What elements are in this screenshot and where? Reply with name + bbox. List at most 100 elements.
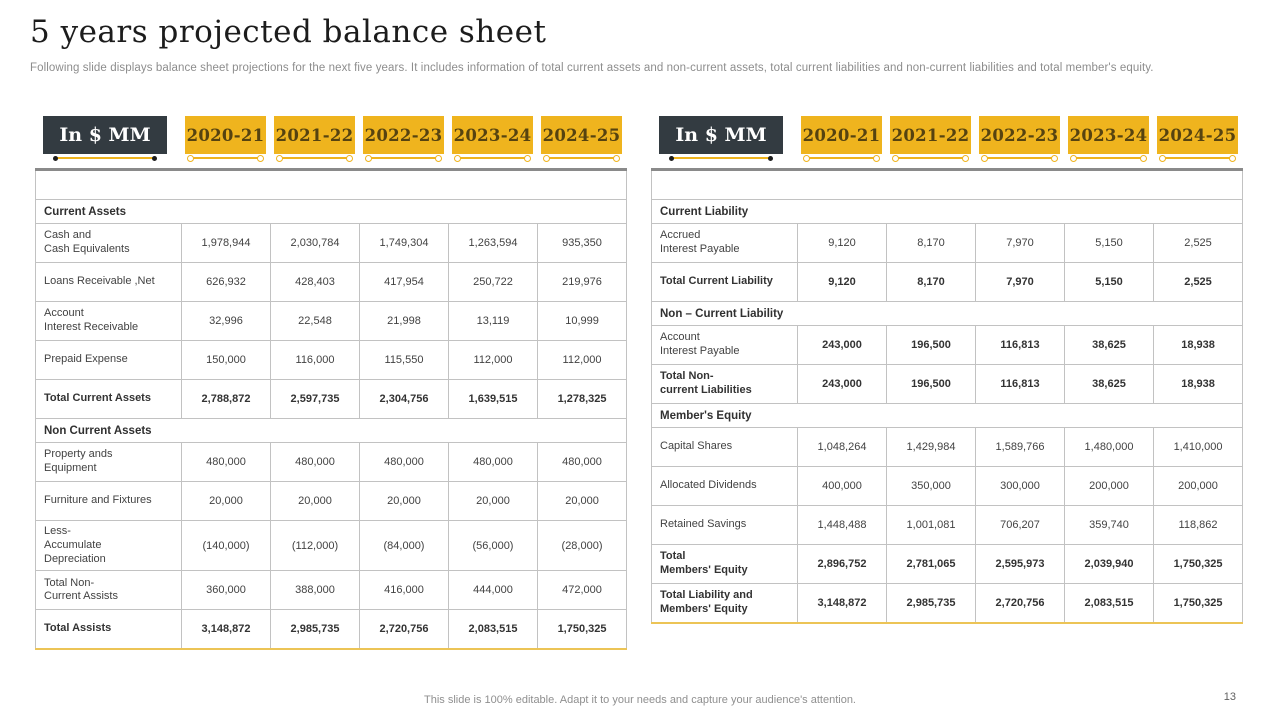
row-label: Total Non- Current Assists	[35, 570, 182, 611]
table-row: Account Interest Receivable 32,996 22,548 2…	[35, 301, 628, 341]
row-label: Prepaid Expense	[35, 340, 182, 380]
cell-value: (28,000)	[536, 519, 628, 572]
cell-value: 7,970	[975, 223, 1065, 263]
year-label-box: 2020-21	[185, 116, 266, 154]
cell-value: 200,000	[1152, 466, 1244, 506]
underline-decoration	[541, 154, 622, 164]
liabilities-panel: In $ MM 2020-21 2021-22 2022-23 2023-24	[650, 116, 1244, 624]
page-number: 13	[1223, 691, 1236, 703]
cell-value: 1,750,325	[1152, 583, 1244, 623]
cell-value: 2,720,756	[359, 609, 449, 650]
year-header-cell: 2022-23	[975, 116, 1064, 164]
year-header-cell: 2020-21	[797, 116, 886, 164]
cell-value: 20,000	[536, 481, 628, 521]
cell-value: 1,448,488	[797, 505, 887, 545]
year-header-cell: 2021-22	[270, 116, 359, 164]
cell-value: 388,000	[270, 570, 360, 611]
cell-value: 359,740	[1064, 505, 1154, 545]
page-title: 5 years projected balance sheet	[30, 14, 547, 50]
cell-value: 360,000	[181, 570, 271, 611]
year-label-box: 2022-23	[363, 116, 444, 154]
year-header-cell: 2024-25	[537, 116, 626, 164]
unit-label: In $ MM	[675, 124, 767, 146]
cell-value: (84,000)	[359, 519, 449, 572]
cell-value: 2,781,065	[886, 544, 976, 584]
table-section-row: Current Liability	[650, 199, 1244, 224]
underline-decoration	[51, 154, 159, 164]
cell-value: 8,170	[886, 223, 976, 263]
year-header-cell: 2023-24	[1064, 116, 1153, 164]
table-spacer-row	[650, 169, 1244, 200]
cell-value: 1,410,000	[1152, 427, 1244, 467]
cell-value: 9,120	[797, 262, 887, 302]
cell-value: 935,350	[536, 223, 628, 263]
year-label: 2023-24	[453, 125, 532, 145]
cell-value: 250,722	[448, 262, 538, 302]
table-section-row: Current Assets	[34, 199, 628, 224]
row-label: Property ands Equipment	[35, 442, 182, 482]
cell-value: 472,000	[536, 570, 628, 611]
cell-value: 5,150	[1064, 223, 1154, 263]
cell-value: 20,000	[448, 481, 538, 521]
year-label-box: 2020-21	[801, 116, 882, 154]
cell-value: 21,998	[359, 301, 449, 341]
cell-value: 2,896,752	[797, 544, 887, 584]
cell-value: 2,595,973	[975, 544, 1065, 584]
row-label: Total Current Assets	[35, 379, 182, 419]
table-row: Capital Shares 1,048,264 1,429,984 1,589,76…	[651, 427, 1244, 467]
section-label: Non – Current Liability	[650, 301, 1244, 326]
year-label-box: 2024-25	[541, 116, 622, 154]
cell-value: 3,148,872	[797, 583, 887, 623]
row-label: Furniture and Fixtures	[35, 481, 182, 521]
year-header-cell: 2021-22	[886, 116, 975, 164]
cell-value: 116,000	[270, 340, 360, 380]
year-label: 2022-23	[980, 125, 1059, 145]
year-header-cell: 2020-21	[181, 116, 270, 164]
cell-value: 38,625	[1064, 325, 1154, 365]
section-label: Member's Equity	[650, 403, 1244, 428]
table-row: Total Current Liability 9,120 8,170 7,970 5,…	[651, 262, 1244, 302]
table-row: Total Members' Equity 2,896,752 2,781,065 2…	[651, 544, 1244, 584]
table-row: Total Liability and Members' Equity 3,148…	[651, 583, 1244, 623]
row-label: Cash and Cash Equivalents	[35, 223, 182, 263]
row-label: Capital Shares	[651, 427, 798, 467]
cell-value: 200,000	[1064, 466, 1154, 506]
year-label: 2021-22	[891, 125, 970, 145]
cell-value: 116,813	[975, 364, 1065, 404]
cell-value: 2,525	[1152, 223, 1244, 263]
year-label: 2022-23	[364, 125, 443, 145]
cell-value: 1,429,984	[886, 427, 976, 467]
cell-value: 1,278,325	[536, 379, 628, 419]
cell-value: 32,996	[181, 301, 271, 341]
cell-value: 2,597,735	[270, 379, 360, 419]
cell-value: 10,999	[536, 301, 628, 341]
cell-value: 116,813	[975, 325, 1065, 365]
year-label-box: 2023-24	[452, 116, 533, 154]
unit-header-cell: In $ MM	[651, 116, 797, 164]
table-section-row: Non – Current Liability	[650, 301, 1244, 326]
cell-value: 8,170	[886, 262, 976, 302]
cell-value: 3,148,872	[181, 609, 271, 650]
cell-value: 243,000	[797, 364, 887, 404]
cell-value: 1,001,081	[886, 505, 976, 545]
cell-value: 5,150	[1064, 262, 1154, 302]
year-label: 2024-25	[1158, 125, 1237, 145]
cell-value: 20,000	[359, 481, 449, 521]
table-row: Prepaid Expense 150,000 116,000 115,550 112,…	[35, 340, 628, 380]
table-row: Account Interest Payable 243,000 196,500 11…	[651, 325, 1244, 365]
cell-value: 1,589,766	[975, 427, 1065, 467]
cell-value: 416,000	[359, 570, 449, 611]
cell-value: 1,978,944	[181, 223, 271, 263]
table-row: Total Assists 3,148,872 2,985,735 2,720,756…	[35, 609, 628, 650]
unit-label-box: In $ MM	[43, 116, 167, 154]
cell-value: 150,000	[181, 340, 271, 380]
year-label: 2020-21	[186, 125, 265, 145]
row-label: Accrued Interest Payable	[651, 223, 798, 263]
year-label: 2024-25	[542, 125, 621, 145]
cell-value: 480,000	[270, 442, 360, 482]
cell-value: 196,500	[886, 325, 976, 365]
cell-value: 2,525	[1152, 262, 1244, 302]
underline-decoration	[363, 154, 444, 164]
table-section-row: Non Current Assets	[34, 418, 628, 443]
table-row: Accrued Interest Payable 9,120 8,170 7,970 5…	[651, 223, 1244, 263]
